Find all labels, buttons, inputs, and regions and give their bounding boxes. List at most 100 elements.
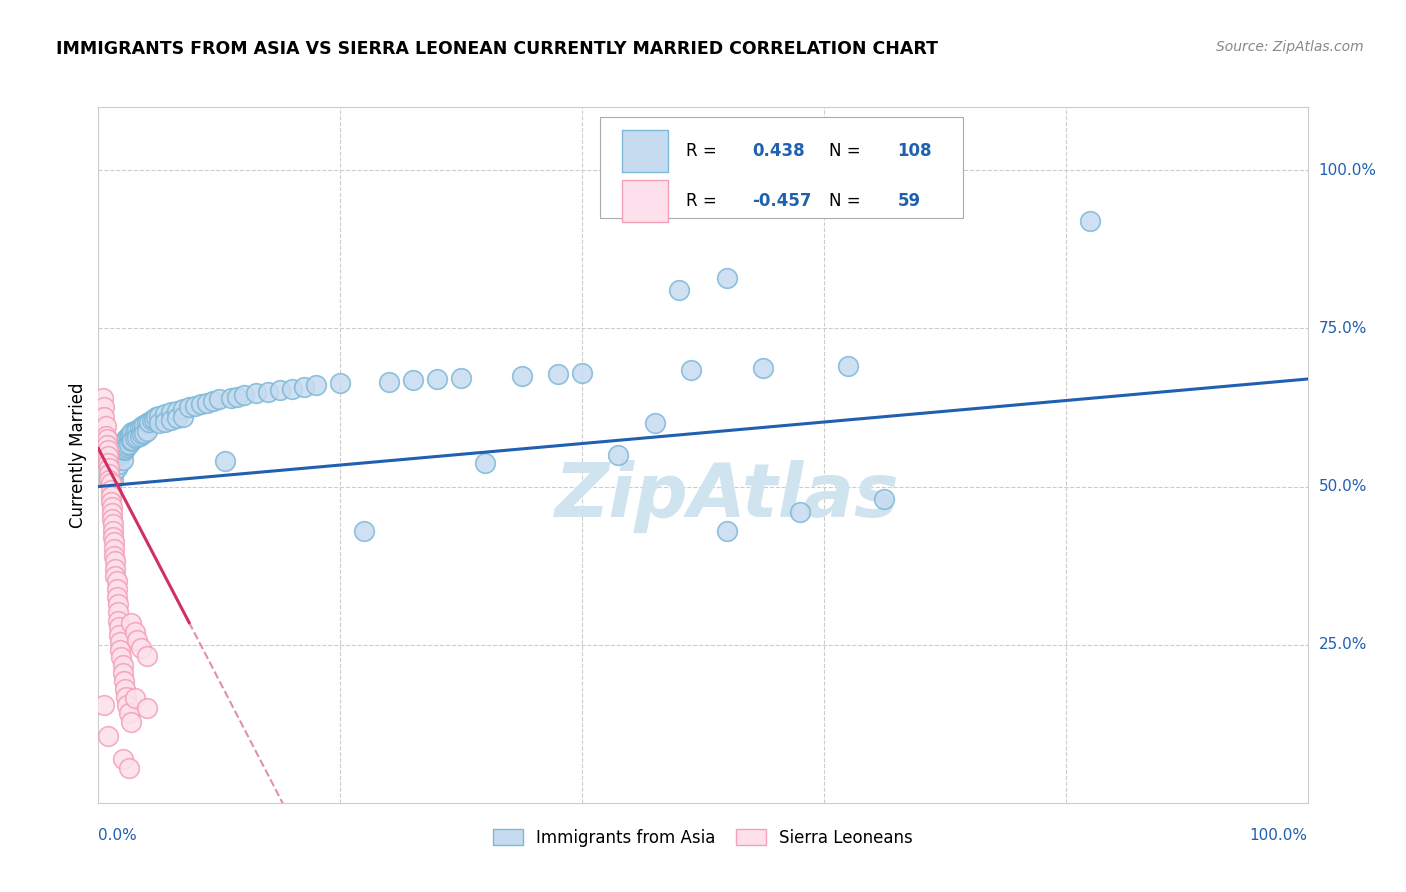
Point xyxy=(103,535,125,549)
Point xyxy=(100,451,122,466)
Point xyxy=(101,458,124,472)
Point xyxy=(115,440,138,454)
Point xyxy=(752,360,775,375)
Point xyxy=(120,434,142,448)
Point xyxy=(108,458,131,472)
Point xyxy=(104,446,127,460)
Text: 75.0%: 75.0% xyxy=(1319,321,1367,336)
Point xyxy=(120,615,142,630)
Point xyxy=(118,761,141,775)
Point xyxy=(190,397,212,411)
Point xyxy=(97,458,120,472)
Point xyxy=(108,448,131,462)
Text: ZipAtlas: ZipAtlas xyxy=(555,460,900,533)
Point xyxy=(108,449,131,463)
Point xyxy=(101,473,124,487)
Point xyxy=(141,413,163,427)
Text: 100.0%: 100.0% xyxy=(1319,163,1376,178)
Point xyxy=(108,620,131,634)
Point xyxy=(100,500,122,514)
Point xyxy=(135,417,157,431)
Text: 59: 59 xyxy=(897,192,921,210)
Point xyxy=(97,442,120,457)
Point xyxy=(103,448,125,462)
Point xyxy=(105,460,128,475)
Point xyxy=(107,605,129,619)
Point xyxy=(114,681,136,696)
Point xyxy=(104,462,127,476)
Point xyxy=(97,730,120,744)
Point xyxy=(110,650,132,665)
Point xyxy=(108,642,131,657)
Text: R =: R = xyxy=(686,192,717,210)
Point xyxy=(789,505,811,519)
Text: 0.438: 0.438 xyxy=(752,142,806,160)
Point xyxy=(93,409,115,424)
Point xyxy=(111,436,134,450)
FancyBboxPatch shape xyxy=(621,130,668,172)
Point xyxy=(100,460,122,475)
Point xyxy=(105,444,128,458)
Point xyxy=(100,506,122,520)
Text: R =: R = xyxy=(686,142,717,160)
Point xyxy=(100,464,122,478)
Point xyxy=(127,632,149,647)
Point xyxy=(166,403,188,417)
Point xyxy=(131,427,153,442)
Point xyxy=(118,706,141,720)
Point xyxy=(607,448,630,462)
Point xyxy=(97,456,120,470)
Text: 25.0%: 25.0% xyxy=(1319,637,1367,652)
Point xyxy=(117,431,139,445)
Point xyxy=(474,456,496,470)
Point xyxy=(111,444,134,458)
Point xyxy=(135,701,157,715)
Point xyxy=(104,454,127,468)
Point xyxy=(153,407,176,421)
Point xyxy=(114,434,136,448)
Point xyxy=(98,473,121,487)
Point xyxy=(1078,214,1101,228)
Point xyxy=(195,396,218,410)
Point xyxy=(148,409,170,423)
Point xyxy=(101,466,124,480)
Point xyxy=(118,429,141,443)
Point xyxy=(112,442,135,457)
Point xyxy=(160,413,183,427)
FancyBboxPatch shape xyxy=(621,180,668,222)
Text: N =: N = xyxy=(828,192,860,210)
Point xyxy=(103,456,125,470)
Point xyxy=(117,438,139,452)
Point xyxy=(128,421,150,435)
Point xyxy=(98,467,121,481)
Point xyxy=(281,382,304,396)
Point xyxy=(232,388,254,402)
Point xyxy=(135,648,157,663)
Point xyxy=(377,375,399,389)
Point xyxy=(101,524,124,538)
Point xyxy=(208,392,231,407)
Point xyxy=(668,284,690,298)
Point xyxy=(101,449,124,463)
Text: -0.457: -0.457 xyxy=(752,192,813,210)
Point xyxy=(104,569,127,583)
Point xyxy=(129,640,152,655)
Point xyxy=(117,698,139,712)
Point xyxy=(110,438,132,452)
Point xyxy=(105,591,128,605)
Point xyxy=(226,390,249,404)
Point xyxy=(127,423,149,437)
Text: 100.0%: 100.0% xyxy=(1250,828,1308,843)
Point xyxy=(91,391,114,405)
Point xyxy=(221,391,243,405)
Text: N =: N = xyxy=(828,142,860,160)
Point xyxy=(131,419,153,434)
Point xyxy=(148,417,170,431)
Text: IMMIGRANTS FROM ASIA VS SIERRA LEONEAN CURRENTLY MARRIED CORRELATION CHART: IMMIGRANTS FROM ASIA VS SIERRA LEONEAN C… xyxy=(56,40,938,58)
Point xyxy=(111,657,134,672)
Point xyxy=(114,442,136,456)
FancyBboxPatch shape xyxy=(600,118,963,219)
Point xyxy=(115,432,138,446)
Point xyxy=(108,628,131,642)
Point xyxy=(128,429,150,443)
